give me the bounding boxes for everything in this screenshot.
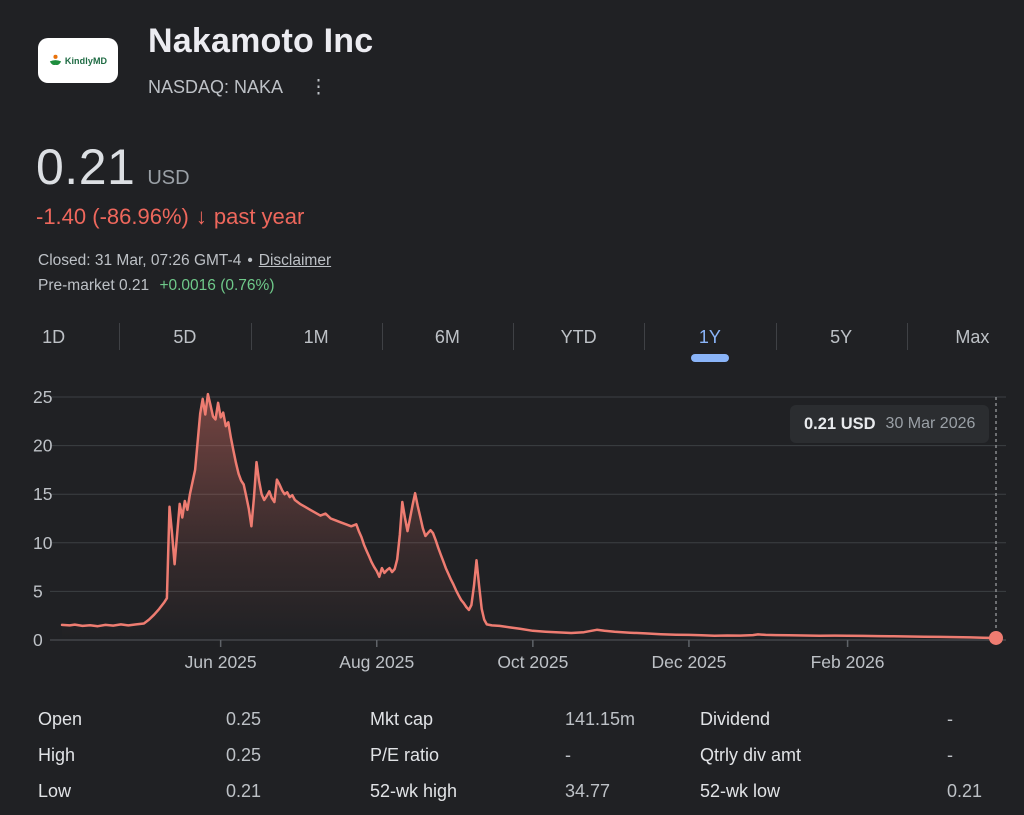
tab-label: YTD: [560, 326, 597, 347]
price-row: 0.21 USD: [36, 138, 190, 196]
y-axis-label-20: 20: [33, 436, 53, 456]
y-axis-label-5: 5: [33, 581, 43, 601]
stats-column-2: Mkt cap 141.15m P/E ratio - 52-wk high 34.77: [370, 701, 635, 809]
premarket-price: Pre-market 0.21: [38, 277, 150, 294]
y-axis-label-15: 15: [33, 484, 52, 504]
tab-1m[interactable]: 1M: [250, 317, 382, 357]
tab-1y[interactable]: 1Y: [644, 317, 775, 362]
stat-label: Open: [38, 708, 83, 729]
y-axis-label-0: 0: [33, 630, 43, 650]
market-status: Closed: 31 Mar, 07:26 GMT-4: [38, 252, 242, 269]
arrow-down-icon: ↓: [195, 204, 207, 229]
tab-label: 5D: [173, 326, 197, 347]
stat-label: Mkt cap: [370, 708, 434, 729]
range-tabs: 1D 5D 1M 6M YTD 1Y 5Y Max: [0, 317, 1024, 362]
stock-price: 0.21: [36, 139, 136, 195]
dot-separator: •: [247, 252, 253, 269]
tab-label: 6M: [434, 326, 460, 347]
page-title: Nakamoto Inc: [148, 22, 374, 60]
x-axis-label: Aug 2025: [339, 652, 414, 672]
stat-row: High 0.25: [38, 737, 261, 773]
exchange-ticker: NASDAQ: NAKA: [148, 77, 284, 97]
x-axis-label: Jun 2025: [185, 652, 257, 672]
tab-1d[interactable]: 1D: [0, 317, 119, 357]
stat-label: Low: [38, 780, 72, 801]
stat-row: Low 0.21: [38, 773, 261, 809]
tab-label: 1M: [303, 326, 329, 347]
disclaimer-link[interactable]: Disclaimer: [258, 252, 332, 269]
exchange-row: NASDAQ: NAKA ⋮: [148, 77, 328, 98]
stat-value: 0.21: [947, 780, 983, 801]
stat-row: P/E ratio -: [370, 737, 635, 773]
premarket-change: +0.0016 (0.76%): [159, 277, 275, 294]
last-price-dot: [989, 630, 1003, 645]
tab-label: Max: [955, 326, 990, 347]
kindlymd-leaf-icon: [49, 54, 61, 66]
stat-label: Qtrly div amt: [700, 744, 802, 765]
tab-5d[interactable]: 5D: [119, 317, 250, 357]
stat-label: Dividend: [700, 708, 771, 729]
x-axis-label: Oct 2025: [497, 652, 568, 672]
tooltip-date: 30 Mar 2026: [885, 415, 976, 432]
stats-column-1: Open 0.25 High 0.25 Low 0.21: [38, 701, 261, 809]
stat-value: 34.77: [565, 780, 611, 801]
tab-6m[interactable]: 6M: [381, 317, 513, 357]
price-change: -1.40 (-86.96%): [36, 204, 189, 229]
stat-value: 0.21: [226, 780, 262, 801]
logo-label: KindlyMD: [64, 55, 108, 66]
chart-area: 0 5 10 15 20 25 Jun 2025 Aug 2025 Oct 2025 Dec 20…: [0, 380, 1024, 680]
stat-row: 52-wk high 34.77: [370, 773, 635, 809]
tooltip-price: 0.21 USD: [804, 414, 876, 433]
stat-label: 52-wk low: [700, 780, 781, 801]
tab-5y[interactable]: 5Y: [775, 317, 907, 357]
stat-value: -: [947, 708, 953, 729]
tab-label: 1D: [42, 326, 66, 347]
stat-label: High: [38, 744, 76, 765]
stat-row: Mkt cap 141.15m: [370, 701, 635, 737]
market-status-row: Closed: 31 Mar, 07:26 GMT-4 • Disclaimer: [38, 252, 331, 270]
price-chart[interactable]: 0 5 10 15 20 25 Jun 2025 Aug 2025 Oct 2025 Dec 20…: [0, 380, 1024, 680]
price-line: [60, 392, 998, 640]
y-axis-label-25: 25: [33, 387, 52, 407]
price-change-row: -1.40 (-86.96%) ↓ past year: [36, 204, 304, 230]
stat-value: 0.25: [226, 708, 262, 729]
change-period: past year: [213, 204, 305, 229]
y-axis-label-10: 10: [33, 533, 53, 553]
tab-label: 1Y: [698, 326, 721, 347]
stat-row: Dividend -: [700, 701, 982, 737]
chart-tooltip: 0.21 USD 30 Mar 2026: [790, 405, 990, 443]
stat-row: 52-wk low 0.21: [700, 773, 982, 809]
stat-label: 52-wk high: [370, 780, 458, 801]
stat-row: Open 0.25: [38, 701, 261, 737]
active-tab-indicator: [690, 354, 729, 362]
x-axis-label: Dec 2025: [651, 652, 726, 672]
tab-ytd[interactable]: YTD: [513, 317, 644, 357]
more-options-icon[interactable]: ⋮: [309, 77, 329, 98]
currency-label: USD: [147, 167, 190, 189]
tab-label: 5Y: [830, 326, 853, 347]
price-area-fill: [62, 394, 996, 640]
stat-label: P/E ratio: [370, 744, 440, 765]
stat-value: -: [565, 744, 571, 765]
stat-value: 141.15m: [565, 708, 636, 729]
stat-row: Qtrly div amt -: [700, 737, 982, 773]
stats-column-3: Dividend - Qtrly div amt - 52-wk low 0.21: [700, 701, 982, 809]
tab-max[interactable]: Max: [906, 317, 1024, 357]
x-axis-label: Feb 2026: [811, 652, 885, 672]
stat-value: -: [947, 744, 953, 765]
premarket-row: Pre-market 0.21 +0.0016 (0.76%): [38, 277, 275, 295]
company-logo: KindlyMD: [38, 38, 118, 83]
stat-value: 0.25: [226, 744, 262, 765]
